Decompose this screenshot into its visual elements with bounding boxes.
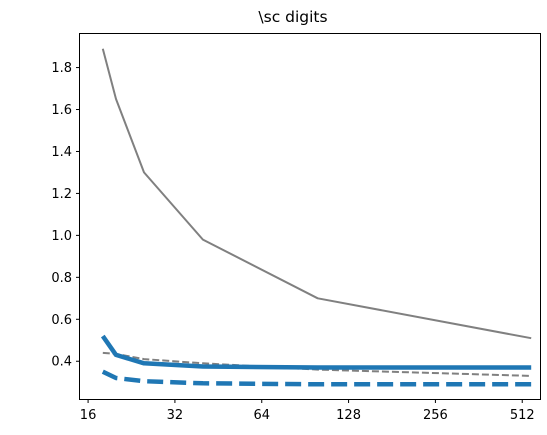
y-tick-label: 1.0 xyxy=(51,229,72,244)
y-axis: 0.4 0.6 0.8 1.0 1.2 1.4 1.6 1.8 xyxy=(51,61,80,370)
x-tick-label: 32 xyxy=(167,408,184,423)
y-tick-label: 0.8 xyxy=(51,271,72,286)
x-tick-label: 16 xyxy=(80,408,97,423)
y-tick-label: 1.8 xyxy=(51,61,72,76)
y-tick-label: 1.6 xyxy=(51,103,72,118)
series-gray-solid-line xyxy=(101,48,532,340)
plot-frame xyxy=(79,33,541,400)
y-tick-label: 0.6 xyxy=(51,313,72,328)
x-tick-label: 256 xyxy=(423,408,448,423)
x-tick-label: 64 xyxy=(253,408,270,423)
chart-title: \sc digits xyxy=(258,8,327,26)
y-tick-label: 1.2 xyxy=(51,187,72,202)
x-axis: 16 32 64 128 256 512 xyxy=(80,399,535,423)
x-tick-label: 128 xyxy=(336,408,361,423)
x-tick-label: 512 xyxy=(510,408,535,423)
series-blue-dashed-line xyxy=(101,369,532,387)
y-tick-label: 0.4 xyxy=(51,355,72,370)
plot-lines xyxy=(100,48,532,387)
y-tick-label: 1.4 xyxy=(51,145,72,160)
series-blue-solid-line xyxy=(100,334,532,370)
